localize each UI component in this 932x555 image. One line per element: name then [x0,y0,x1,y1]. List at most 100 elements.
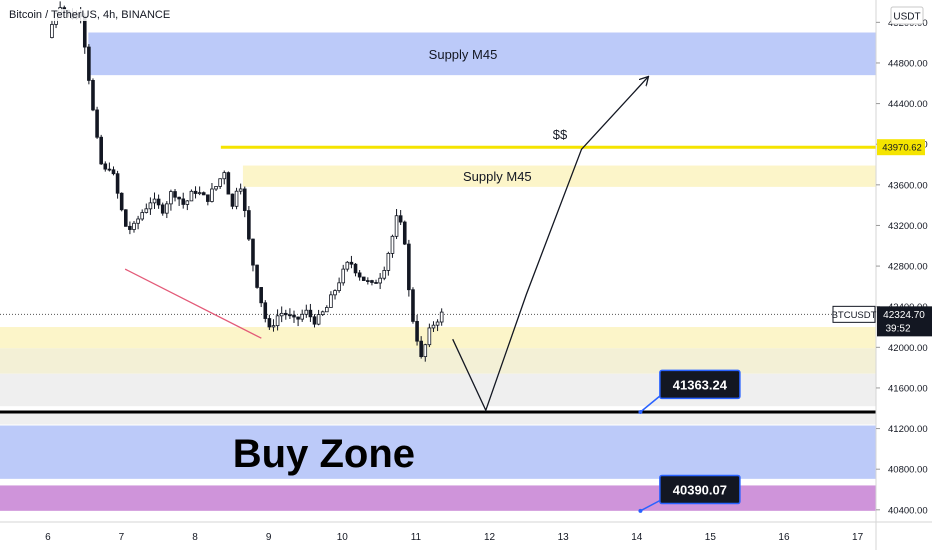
candle[interactable] [107,162,112,172]
candle[interactable] [341,264,346,286]
candle[interactable] [206,194,210,206]
candle[interactable] [333,289,337,300]
candle[interactable] [226,171,231,195]
candle[interactable] [123,209,128,227]
candle[interactable] [132,220,136,233]
candle[interactable] [370,279,374,286]
candle[interactable] [177,196,181,206]
candle[interactable] [99,134,103,165]
candle[interactable] [349,255,354,269]
price-callout-box[interactable] [659,369,741,400]
symbol-tag[interactable] [832,305,876,323]
candle[interactable] [361,276,366,281]
candle[interactable] [337,277,341,293]
candle[interactable] [345,261,350,272]
candle[interactable] [173,188,177,202]
price-axis-panel[interactable] [876,0,932,550]
candle[interactable] [423,343,428,362]
candle[interactable] [119,192,124,212]
candle[interactable] [390,234,395,258]
candle[interactable] [308,303,313,322]
candle[interactable] [300,309,304,322]
candle[interactable] [152,192,157,209]
zone-box[interactable] [242,165,876,187]
candle[interactable] [242,186,247,218]
candle[interactable] [148,197,153,215]
candle[interactable] [160,202,165,216]
trend-line[interactable] [124,268,262,339]
candle[interactable] [366,277,370,285]
candle[interactable] [439,308,444,326]
candle[interactable] [296,316,300,327]
projection-path[interactable] [452,77,648,413]
candle[interactable] [271,319,276,332]
candle[interactable] [230,193,235,210]
candle[interactable] [435,319,440,332]
candle[interactable] [288,308,292,319]
candle[interactable] [128,221,132,235]
candle[interactable] [50,20,54,39]
candle[interactable] [382,266,387,281]
candle[interactable] [329,291,333,308]
candle[interactable] [251,238,255,272]
candle[interactable] [87,44,91,85]
candle[interactable] [115,170,120,199]
candle[interactable] [144,203,149,214]
candle[interactable] [255,264,259,289]
candle[interactable] [325,305,329,313]
candle[interactable] [181,192,186,209]
price-callout-box[interactable] [659,474,741,505]
candle[interactable] [386,251,391,276]
candle[interactable] [140,209,145,221]
candle[interactable] [394,208,399,240]
candle[interactable] [292,310,296,323]
candle[interactable] [431,321,436,332]
candle[interactable] [238,183,243,195]
candle[interactable] [95,106,99,139]
candle[interactable] [111,166,116,176]
candle[interactable] [247,206,251,241]
candle[interactable] [304,304,309,318]
candle[interactable] [201,191,206,196]
candle[interactable] [320,310,325,317]
candle[interactable] [214,186,218,191]
candle[interactable] [415,314,419,346]
candle[interactable] [283,309,288,320]
zone-box[interactable] [0,425,876,479]
candle[interactable] [165,201,169,219]
candle[interactable] [91,78,95,112]
zone-box[interactable] [0,412,876,425]
candle[interactable] [156,194,161,209]
candle[interactable] [234,187,239,210]
currency-badge[interactable] [890,6,924,25]
candle[interactable] [398,210,403,225]
zone-box[interactable] [0,373,876,407]
candle[interactable] [103,161,108,172]
candle[interactable] [427,323,432,348]
candle[interactable] [411,287,415,324]
candle[interactable] [316,309,321,326]
candle[interactable] [210,183,214,203]
candle[interactable] [185,199,190,211]
candle[interactable] [279,306,284,323]
candle[interactable] [136,215,140,230]
candle[interactable] [374,279,378,284]
candle[interactable] [402,220,407,246]
candle[interactable] [189,189,194,202]
candle[interactable] [407,239,411,297]
candle[interactable] [267,314,272,330]
candle[interactable] [357,270,362,281]
candle[interactable] [263,300,268,323]
zone-box[interactable] [88,32,877,76]
candle[interactable] [222,170,227,185]
candle[interactable] [193,186,198,199]
candle[interactable] [419,336,423,359]
zone-box[interactable] [0,348,876,374]
zone-box[interactable] [0,327,876,349]
zone-box[interactable] [0,485,876,511]
candle[interactable] [312,314,317,328]
candle[interactable] [259,287,263,308]
candle[interactable] [169,189,173,211]
